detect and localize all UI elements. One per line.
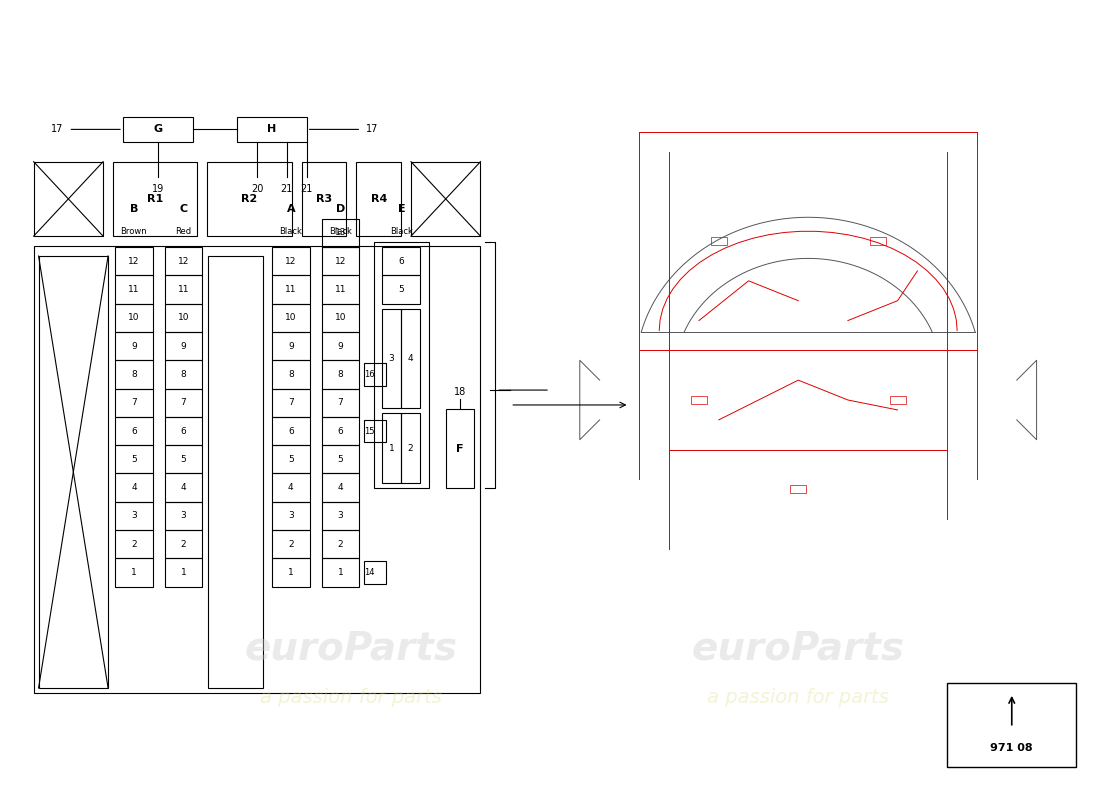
Text: 4: 4 — [338, 483, 343, 492]
Text: B: B — [130, 204, 139, 214]
Text: C: C — [179, 204, 188, 214]
Text: 17: 17 — [51, 124, 64, 134]
Text: 2: 2 — [408, 443, 414, 453]
Text: 11: 11 — [129, 285, 140, 294]
Text: 12: 12 — [285, 257, 297, 266]
Text: 18: 18 — [453, 387, 465, 398]
Text: 7: 7 — [338, 398, 343, 407]
Text: 3: 3 — [288, 511, 294, 521]
Text: R2: R2 — [242, 194, 257, 204]
Text: 16: 16 — [364, 370, 375, 379]
Text: 1: 1 — [180, 568, 186, 577]
Text: 5: 5 — [338, 455, 343, 464]
Text: 6: 6 — [398, 257, 404, 266]
Text: 2: 2 — [288, 540, 294, 549]
Text: 7: 7 — [131, 398, 136, 407]
Text: 14: 14 — [364, 568, 375, 577]
Text: D: D — [336, 204, 345, 214]
Text: 7: 7 — [288, 398, 294, 407]
Text: Black: Black — [390, 226, 412, 236]
Text: 10: 10 — [334, 314, 346, 322]
Text: 12: 12 — [178, 257, 189, 266]
Text: 13: 13 — [334, 229, 346, 238]
Text: 971 08: 971 08 — [990, 742, 1033, 753]
Text: 2: 2 — [338, 540, 343, 549]
Text: 6: 6 — [288, 426, 294, 435]
Text: a passion for parts: a passion for parts — [707, 689, 889, 707]
Text: G: G — [153, 124, 163, 134]
Text: 6: 6 — [131, 426, 136, 435]
Text: 5: 5 — [398, 285, 404, 294]
Text: 9: 9 — [131, 342, 136, 350]
Text: 2: 2 — [131, 540, 136, 549]
Text: 9: 9 — [288, 342, 294, 350]
Text: 3: 3 — [338, 511, 343, 521]
Text: 9: 9 — [180, 342, 186, 350]
Text: 5: 5 — [288, 455, 294, 464]
Text: 8: 8 — [288, 370, 294, 379]
Text: Black: Black — [329, 226, 352, 236]
Text: 21: 21 — [280, 183, 293, 194]
Text: 1: 1 — [388, 443, 395, 453]
Text: 11: 11 — [285, 285, 297, 294]
Text: A: A — [286, 204, 295, 214]
Text: Brown: Brown — [121, 226, 147, 236]
Text: 4: 4 — [131, 483, 136, 492]
Text: 3: 3 — [180, 511, 186, 521]
Text: 1: 1 — [338, 568, 343, 577]
Text: 2: 2 — [180, 540, 186, 549]
Text: 7: 7 — [180, 398, 186, 407]
Text: a passion for parts: a passion for parts — [261, 689, 442, 707]
Text: 1: 1 — [131, 568, 136, 577]
Text: 8: 8 — [131, 370, 136, 379]
Text: 11: 11 — [178, 285, 189, 294]
Text: 3: 3 — [131, 511, 136, 521]
Text: E: E — [398, 204, 406, 214]
Text: 10: 10 — [285, 314, 297, 322]
Text: F: F — [455, 444, 463, 454]
Text: 4: 4 — [408, 354, 414, 362]
Text: 20: 20 — [251, 183, 263, 194]
Text: 11: 11 — [334, 285, 346, 294]
Text: 9: 9 — [338, 342, 343, 350]
Text: Black: Black — [279, 226, 302, 236]
Text: 10: 10 — [178, 314, 189, 322]
Text: 4: 4 — [180, 483, 186, 492]
Text: euroParts: euroParts — [245, 630, 458, 667]
Text: R4: R4 — [371, 194, 387, 204]
Text: 8: 8 — [180, 370, 186, 379]
Text: 1: 1 — [288, 568, 294, 577]
Text: 5: 5 — [131, 455, 136, 464]
Text: 15: 15 — [364, 426, 375, 435]
Text: Red: Red — [176, 226, 191, 236]
Text: 17: 17 — [366, 124, 378, 134]
Text: 21: 21 — [300, 183, 312, 194]
Text: 5: 5 — [180, 455, 186, 464]
Text: 3: 3 — [388, 354, 395, 362]
Text: 4: 4 — [288, 483, 294, 492]
Text: 12: 12 — [129, 257, 140, 266]
Text: R3: R3 — [316, 194, 332, 204]
Text: 6: 6 — [338, 426, 343, 435]
Text: 6: 6 — [180, 426, 186, 435]
Text: 12: 12 — [334, 257, 346, 266]
Text: 8: 8 — [338, 370, 343, 379]
Text: 19: 19 — [152, 183, 164, 194]
Text: euroParts: euroParts — [692, 630, 905, 667]
Text: 10: 10 — [129, 314, 140, 322]
Text: H: H — [267, 124, 276, 134]
Text: R1: R1 — [147, 194, 164, 204]
